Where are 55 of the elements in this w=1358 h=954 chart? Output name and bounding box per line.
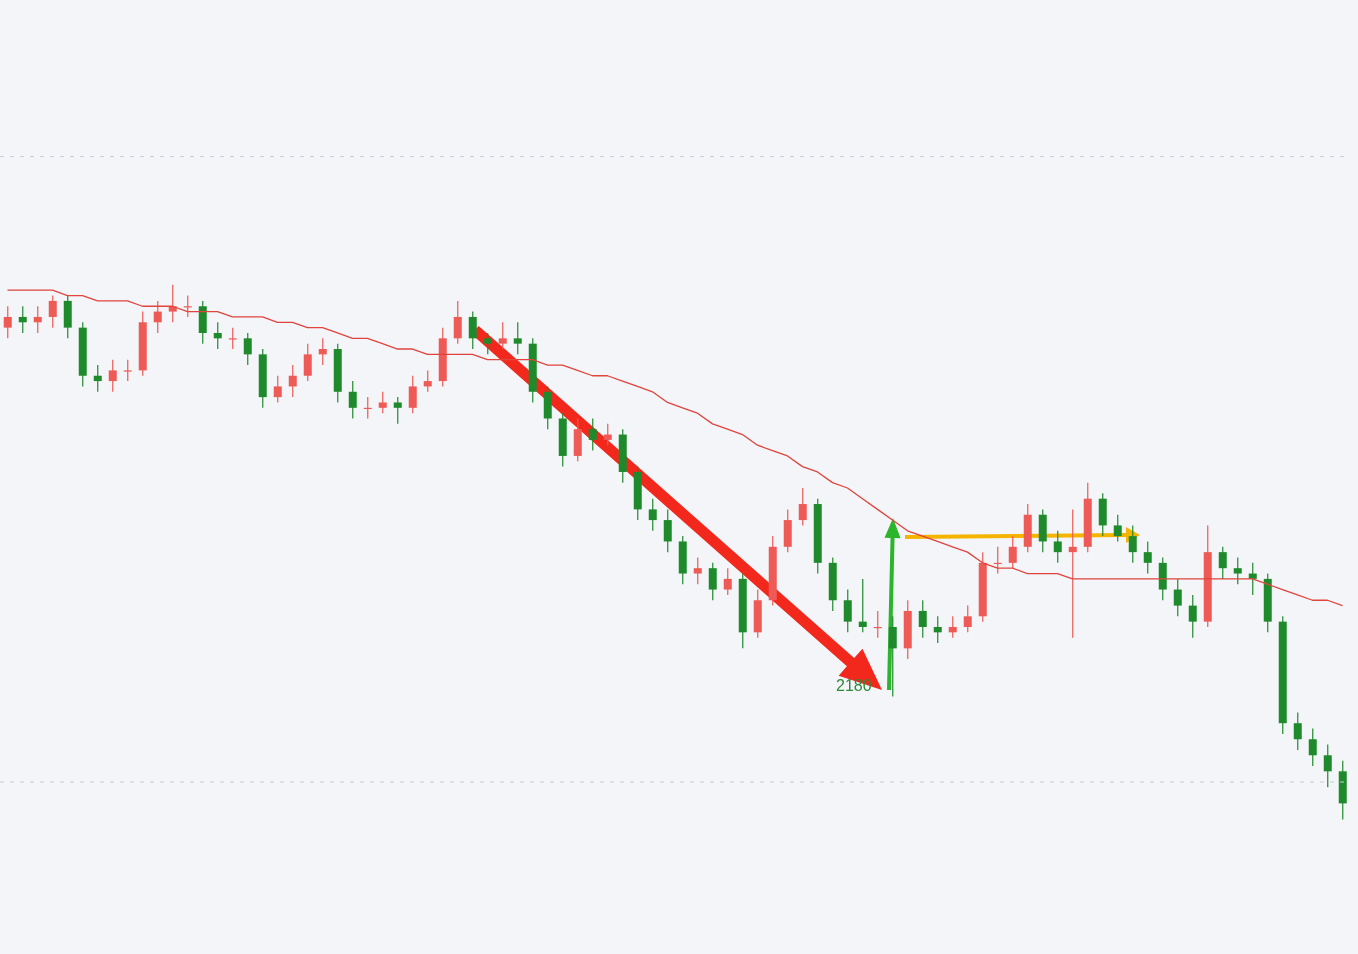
candlestick: [213, 321, 222, 350]
candlestick: [93, 364, 102, 393]
candlestick: [603, 423, 612, 446]
candlestick: [948, 615, 957, 639]
candlestick: [843, 588, 852, 633]
candlestick: [393, 396, 402, 425]
candlestick: [33, 305, 42, 334]
candlestick: [1143, 540, 1152, 575]
candlestick: [708, 562, 717, 601]
candlestick: [1308, 727, 1317, 767]
candlestick: [1053, 530, 1062, 564]
candlestick: [318, 337, 327, 366]
candlestick: [273, 375, 282, 404]
candlestick: [1323, 743, 1332, 788]
candlestick: [18, 305, 27, 334]
candlestick: [423, 369, 432, 393]
candlestick: [1128, 524, 1137, 564]
candlestick: [453, 300, 462, 345]
candlestick: [648, 498, 657, 532]
candlestick: [888, 615, 897, 698]
candlestick: [663, 508, 672, 553]
candlestick: [723, 567, 732, 596]
candlestick: [588, 417, 597, 452]
candlestick: [168, 284, 177, 323]
candlestick: [303, 343, 312, 382]
annotation: 2180: [836, 677, 872, 695]
candlestick: [963, 605, 972, 633]
candlestick: [483, 332, 492, 355]
candlestick: [468, 310, 477, 350]
candlestick: [1068, 508, 1077, 639]
candlestick: [1218, 546, 1227, 580]
candlestick: [858, 578, 867, 633]
candlestick: [918, 599, 927, 639]
candlestick: [1113, 514, 1122, 543]
candlestick: [693, 556, 702, 585]
candlestick: [288, 364, 297, 398]
candlestick: [3, 305, 12, 339]
candlestick: [108, 359, 117, 393]
candlestick: [378, 391, 387, 414]
candlestick: [498, 321, 507, 350]
candlestick: [243, 332, 252, 366]
candlestick: [1293, 711, 1302, 751]
candlestick: [228, 327, 237, 350]
candlestick: [1188, 594, 1197, 639]
candlestick: [933, 615, 942, 644]
candlestick: [1173, 578, 1182, 617]
candlestick: [408, 375, 417, 414]
candlestick: [348, 380, 357, 420]
candlestick: [513, 321, 522, 355]
candlestick: [1233, 556, 1242, 585]
candlestick: [123, 359, 132, 382]
candlestick: [153, 300, 162, 334]
candlestick: [48, 294, 57, 329]
candlestick: [798, 487, 807, 527]
candlestick: [1008, 535, 1017, 569]
